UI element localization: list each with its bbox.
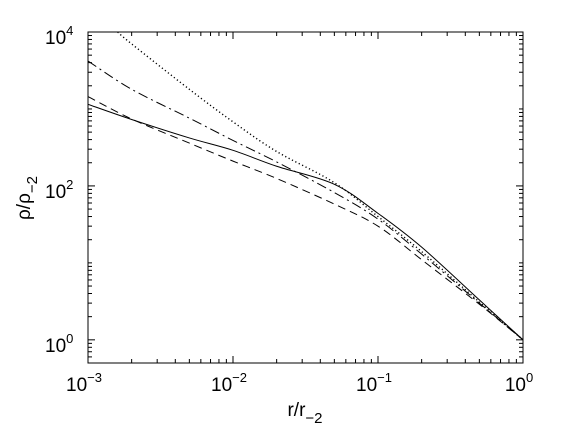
y-tick-label: 100 <box>45 331 73 357</box>
x-tick-label-exponent: −3 <box>87 370 102 385</box>
y-tick-label-base: 10 <box>45 182 66 203</box>
y-tick-label-exponent: 2 <box>66 177 73 192</box>
series-group <box>88 32 523 341</box>
y-axis-label-base: ρ/ρ <box>14 193 35 220</box>
x-axis-label-sub: −2 <box>305 410 322 427</box>
y-tick-label-base: 10 <box>45 28 66 49</box>
y-tick-label-base: 10 <box>45 336 66 357</box>
y-axis-label: ρ/ρ−2 <box>14 176 41 220</box>
x-tick-label-exponent: 0 <box>526 370 533 385</box>
y-tick-label: 102 <box>45 177 73 203</box>
x-tick-label-base: 10 <box>211 375 232 396</box>
x-tick-label-base: 10 <box>66 375 87 396</box>
x-tick-label: 100 <box>505 370 533 396</box>
x-tick-label: 10−2 <box>211 370 247 396</box>
y-tick-label: 104 <box>45 23 73 49</box>
x-tick-label-base: 10 <box>356 375 377 396</box>
series-line-dotted <box>117 32 523 341</box>
x-tick-label-exponent: −2 <box>232 370 247 385</box>
y-tick-label-exponent: 4 <box>66 23 73 38</box>
axis-ticks <box>87 31 524 364</box>
x-tick-label: 10−1 <box>356 370 392 396</box>
y-tick-label-exponent: 0 <box>66 331 73 346</box>
x-tick-label-base: 10 <box>505 375 526 396</box>
x-axis-label: r/r−2 <box>287 400 322 427</box>
x-tick-label: 10−3 <box>66 370 102 396</box>
y-axis-label-sub: −2 <box>24 176 41 193</box>
series-line-dashed <box>88 96 523 341</box>
series-line-dashdot <box>88 60 523 341</box>
x-tick-label-exponent: −1 <box>377 370 392 385</box>
plot-frame <box>87 31 524 364</box>
x-axis-label-base: r/r <box>287 400 306 421</box>
series-line-solid <box>88 103 523 341</box>
